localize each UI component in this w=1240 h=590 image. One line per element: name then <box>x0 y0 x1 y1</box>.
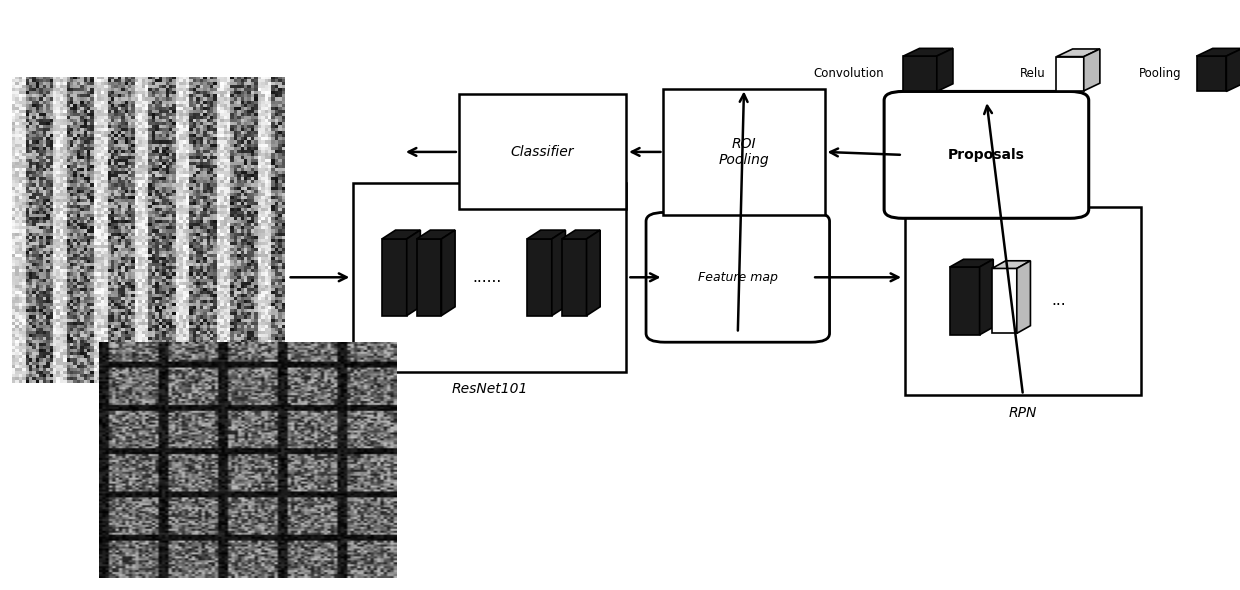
Text: ...: ... <box>1052 293 1066 309</box>
Text: Proposals: Proposals <box>949 148 1024 162</box>
Polygon shape <box>1197 48 1240 56</box>
Text: Pooling: Pooling <box>1140 67 1182 80</box>
Polygon shape <box>407 230 420 316</box>
Text: Convolution: Convolution <box>813 67 884 80</box>
FancyBboxPatch shape <box>646 212 830 342</box>
Text: Classifier: Classifier <box>511 145 574 159</box>
Polygon shape <box>382 239 407 316</box>
Polygon shape <box>1084 49 1100 91</box>
Polygon shape <box>527 230 565 239</box>
Polygon shape <box>552 230 565 316</box>
Polygon shape <box>441 230 455 316</box>
Text: ResNet101: ResNet101 <box>451 382 528 396</box>
Text: ......: ...... <box>472 270 502 285</box>
FancyBboxPatch shape <box>905 206 1141 395</box>
Polygon shape <box>587 230 600 316</box>
FancyBboxPatch shape <box>353 183 626 372</box>
Polygon shape <box>937 48 952 91</box>
Polygon shape <box>1056 57 1084 91</box>
Polygon shape <box>903 56 937 91</box>
Text: RPN: RPN <box>1009 406 1037 420</box>
Text: Relu: Relu <box>1019 67 1045 80</box>
Polygon shape <box>1226 48 1240 91</box>
Polygon shape <box>562 230 600 239</box>
Polygon shape <box>903 48 952 56</box>
FancyBboxPatch shape <box>884 91 1089 218</box>
Polygon shape <box>562 239 587 316</box>
Polygon shape <box>1056 49 1100 57</box>
Polygon shape <box>1017 261 1030 333</box>
Polygon shape <box>417 239 441 316</box>
Polygon shape <box>992 261 1030 268</box>
Polygon shape <box>950 267 980 335</box>
Polygon shape <box>527 239 552 316</box>
Polygon shape <box>1197 56 1226 91</box>
Polygon shape <box>980 260 993 335</box>
FancyBboxPatch shape <box>663 88 825 215</box>
Polygon shape <box>950 260 993 267</box>
Polygon shape <box>382 230 420 239</box>
Text: Feature map: Feature map <box>698 271 777 284</box>
FancyBboxPatch shape <box>459 94 626 209</box>
Text: ROI
Pooling: ROI Pooling <box>719 137 769 167</box>
Polygon shape <box>417 230 455 239</box>
Polygon shape <box>992 268 1017 333</box>
